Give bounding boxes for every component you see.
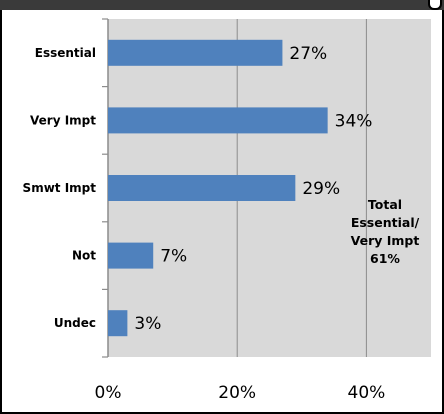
category-label: Not: [72, 249, 96, 263]
bar: [108, 39, 283, 66]
top-border-bar: [0, 0, 444, 10]
corner-mark: [428, 0, 442, 10]
bar: [108, 242, 154, 269]
annotation-line: Essential/: [351, 215, 420, 230]
y-axis-ticks: [102, 18, 108, 358]
category-label: Smwt Impt: [23, 181, 97, 195]
annotation-line: 61%: [370, 251, 400, 266]
annotation-line: Total: [368, 197, 402, 212]
value-labels: 27% 34% 29% 7% 3%: [134, 44, 372, 334]
total-annotation: Total Essential/Very Impt 61%: [351, 197, 420, 266]
x-tick-label: 0%: [95, 383, 122, 403]
bar: [108, 107, 328, 134]
x-tick-label: 40%: [348, 383, 386, 403]
value-label: 7%: [160, 247, 187, 267]
value-label: 34%: [335, 111, 373, 131]
value-label: 3%: [134, 314, 161, 334]
bars: [108, 39, 328, 337]
x-tick-labels: 0% 20% 40%: [95, 383, 386, 403]
category-labels: Essential Very Impt Smwt Impt Not Undec: [23, 46, 97, 330]
category-label: Essential: [35, 46, 96, 60]
bar: [108, 175, 296, 201]
value-label: 27%: [289, 44, 327, 64]
value-label: 29%: [302, 179, 340, 199]
category-label: Very Impt: [30, 113, 96, 127]
category-label: Undec: [54, 316, 96, 330]
annotation-line: Very Impt: [351, 233, 420, 248]
x-tick-label: 20%: [218, 383, 256, 403]
bar: [108, 310, 128, 337]
